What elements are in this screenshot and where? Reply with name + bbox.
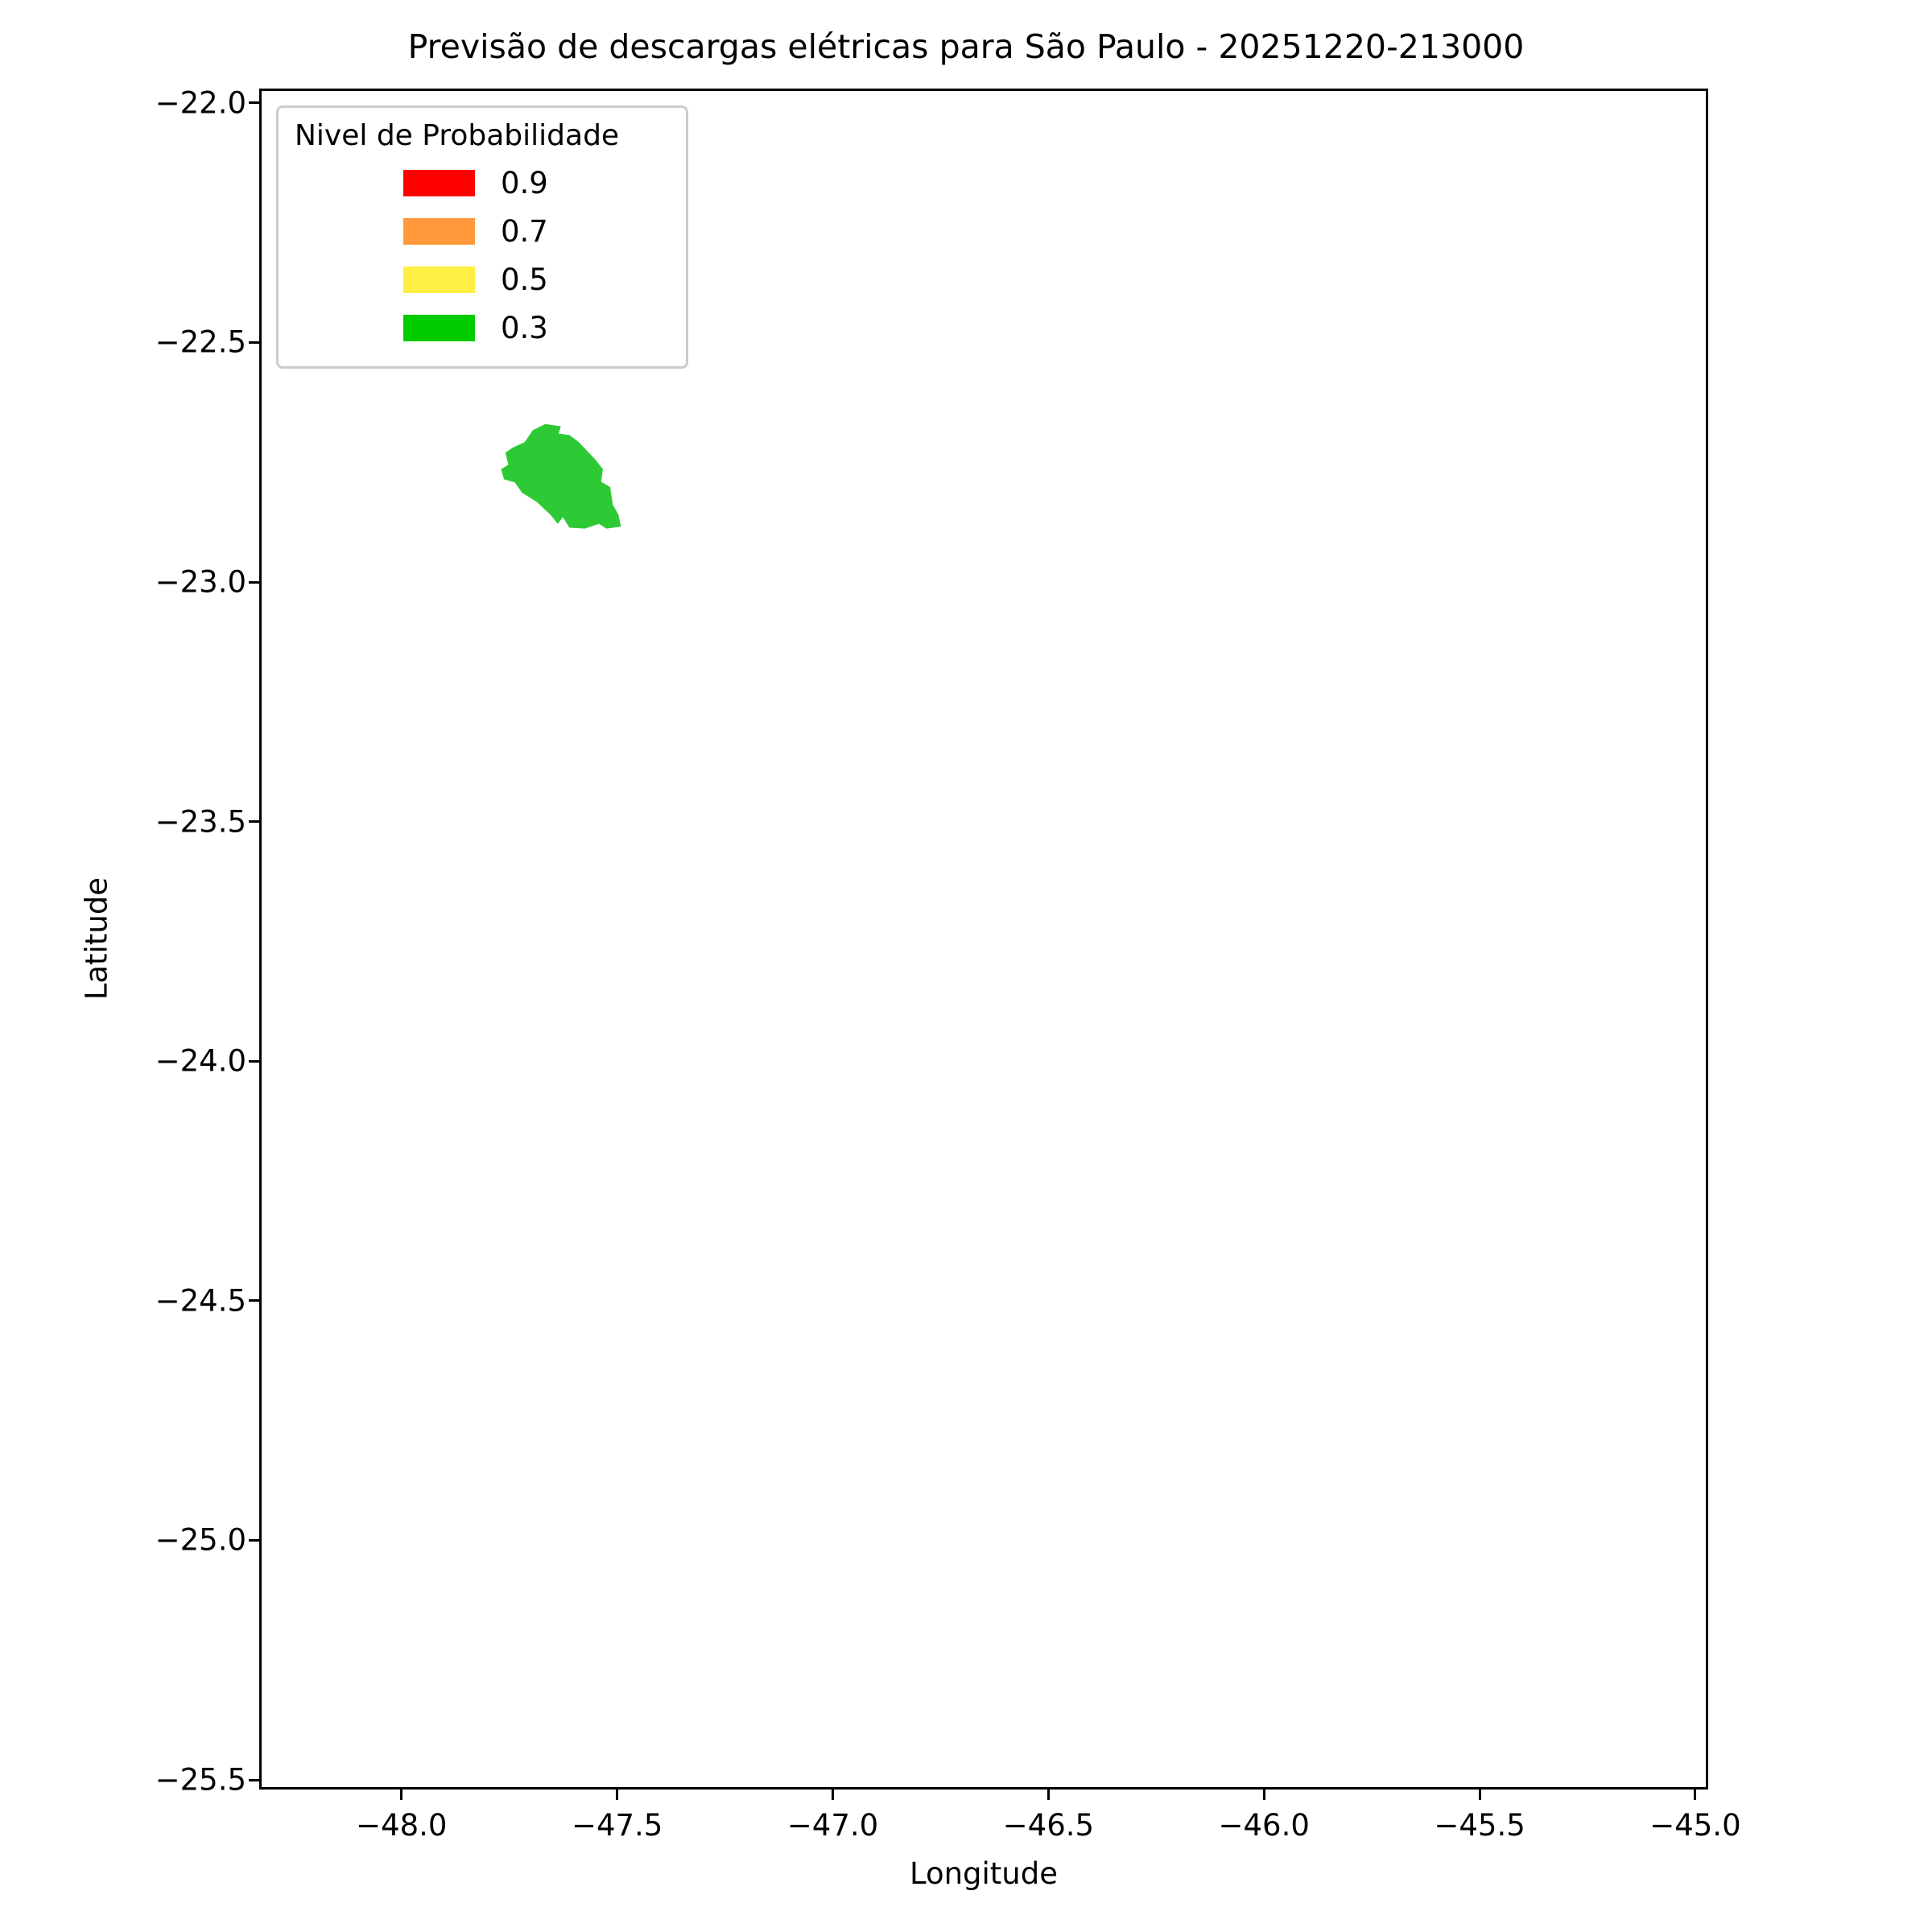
y-axis-tick	[249, 580, 259, 584]
y-axis-label: Latitude	[79, 877, 114, 1001]
legend-title: Nivel de Probabilidade	[295, 119, 620, 152]
x-axis-tick-label: −46.0	[1218, 1808, 1310, 1843]
probability-contour-layer	[501, 423, 621, 529]
page-title: Previsão de descargas elétricas para São…	[407, 27, 1525, 66]
y-axis-tick-label: −22.5	[155, 324, 246, 360]
legend-entry[interactable]: 0.9	[291, 159, 673, 207]
x-axis-tick-label: −48.0	[356, 1808, 448, 1843]
legend: Nivel de Probabilidade 0.9 0.7 0.5 0.3	[276, 105, 688, 369]
legend-entry-label: 0.5	[501, 262, 548, 297]
y-axis-tick	[249, 1778, 259, 1781]
y-axis-tick-label: −24.0	[155, 1043, 246, 1079]
x-axis-label: Longitude	[909, 1856, 1059, 1891]
legend-entry-label: 0.9	[501, 165, 548, 200]
y-axis-tick-label: −23.0	[155, 564, 246, 600]
y-axis-tick	[249, 1299, 259, 1302]
legend-entry[interactable]: 0.7	[291, 207, 673, 255]
x-axis-tick-label: −46.5	[1002, 1808, 1095, 1843]
x-axis-tick-label: −45.5	[1434, 1808, 1525, 1843]
x-axis-tick-label: −47.0	[786, 1808, 879, 1843]
y-axis-tick	[249, 820, 259, 824]
y-axis-tick-label: −25.5	[155, 1762, 246, 1798]
y-axis-tick-label: −24.5	[155, 1283, 246, 1319]
legend-entries: 0.9 0.7 0.5 0.3	[291, 159, 673, 352]
y-axis-tick	[249, 101, 259, 105]
x-axis-tick	[1262, 1790, 1265, 1800]
x-axis-tick	[400, 1790, 403, 1800]
legend-entry-label: 0.3	[501, 310, 548, 345]
legend-color-swatch	[403, 266, 475, 293]
y-axis-tick-label: −22.0	[155, 85, 246, 121]
y-axis-tick-label: −25.0	[155, 1522, 246, 1558]
x-axis-tick	[1694, 1790, 1697, 1800]
x-axis-tick-label: −45.0	[1649, 1808, 1741, 1843]
x-axis-tick	[616, 1790, 619, 1800]
x-axis-tick	[1046, 1790, 1050, 1800]
x-axis-tick-label: −47.5	[571, 1808, 663, 1843]
x-axis-tick	[1478, 1790, 1481, 1800]
y-axis-tick	[249, 1059, 259, 1063]
y-axis-tick-label: −23.5	[155, 804, 246, 840]
probability-polygon-0.3	[501, 423, 621, 529]
y-axis-tick	[249, 341, 259, 344]
legend-entry-label: 0.7	[501, 213, 548, 249]
plot-area	[259, 89, 1708, 1790]
legend-entry[interactable]: 0.3	[291, 303, 673, 352]
legend-color-swatch	[403, 169, 475, 196]
legend-color-swatch	[403, 314, 475, 341]
legend-entry[interactable]: 0.5	[291, 255, 673, 303]
legend-color-swatch	[403, 217, 475, 245]
y-axis-tick	[249, 1538, 259, 1542]
x-axis-tick	[832, 1790, 834, 1800]
